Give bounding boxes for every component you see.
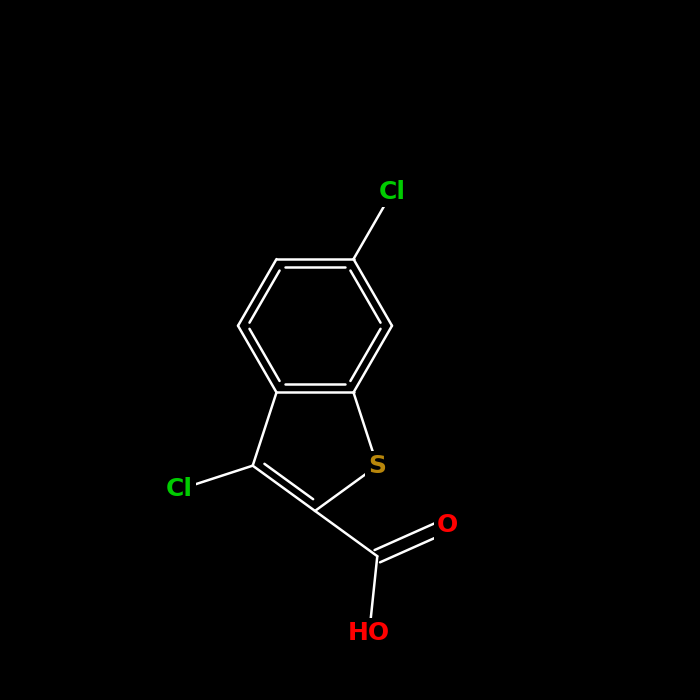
Text: HO: HO	[348, 621, 391, 645]
Text: Cl: Cl	[379, 181, 405, 204]
Text: O: O	[437, 513, 459, 537]
Text: S: S	[368, 454, 386, 477]
Text: Cl: Cl	[166, 477, 193, 501]
